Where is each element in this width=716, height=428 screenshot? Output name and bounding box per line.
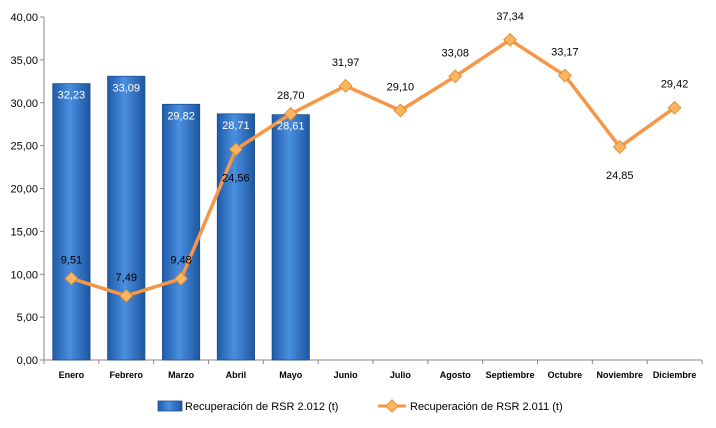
x-tick-label: Diciembre: [653, 370, 697, 380]
line-value-label: 37,34: [496, 11, 524, 23]
bar-value-label: 32,23: [58, 90, 86, 102]
y-tick-label: 15,00: [10, 226, 38, 238]
bar-value-label: 28,61: [277, 121, 305, 133]
line-point-junio: [338, 78, 353, 93]
y-tick-label: 30,00: [10, 98, 38, 110]
bar-value-label: 33,09: [112, 82, 140, 94]
data-labels: 32,23 33,09 29,82 28,71 28,61 9,51 7,49 9,48 24,…: [58, 11, 689, 284]
x-tick-label: Febrero: [109, 370, 143, 380]
line-point-marzo: [174, 271, 189, 286]
y-tick-label: 20,00: [10, 184, 38, 196]
bar-mayo: [271, 114, 310, 361]
line-point-mayo: [283, 106, 298, 121]
legend-label-2011: Recuperación de RSR 2.011 (t): [410, 401, 563, 413]
y-tick-label: 40,00: [10, 12, 38, 24]
line-value-label: 9,48: [170, 255, 191, 267]
x-tick-label: Enero: [59, 370, 85, 380]
y-tick-label: 0,00: [17, 355, 38, 367]
x-tick-label: Mayo: [279, 370, 303, 380]
y-axis: 0,00 5,00 10,00 15,00 20,00 25,00 30,00 35,00 40…: [10, 12, 45, 367]
line-value-label: 9,51: [61, 254, 82, 266]
line-point-octubre: [557, 68, 572, 83]
y-tick-label: 5,00: [17, 312, 38, 324]
legend-label-2012: Recuperación de RSR 2.012 (t): [185, 401, 338, 413]
line-point-febrero: [119, 288, 134, 303]
bar-series: [52, 75, 310, 361]
line-value-label: 7,49: [116, 272, 137, 284]
legend-swatch-2012: [157, 400, 183, 412]
line-point-julio: [393, 103, 408, 118]
legend: Recuperación de RSR 2.012 (t) Recuperaci…: [157, 399, 563, 413]
line-series: [64, 32, 682, 303]
line-point-abril: [228, 142, 243, 157]
x-axis: Enero Febrero Marzo Abril Mayo Junio Julio Agos…: [43, 359, 703, 380]
y-tick-label: 35,00: [10, 55, 38, 67]
line-value-label: 33,08: [441, 47, 469, 59]
y-tick-label: 25,00: [10, 141, 38, 153]
x-tick-label: Marzo: [168, 370, 195, 380]
line-value-label: 33,17: [551, 47, 579, 59]
bar-febrero: [107, 75, 146, 361]
line-point-enero: [64, 271, 79, 286]
line-point-agosto: [448, 69, 463, 84]
line-value-label: 29,42: [661, 79, 689, 91]
x-tick-label: Septiembre: [486, 370, 535, 380]
x-tick-label: Noviembre: [596, 370, 643, 380]
x-tick-label: Junio: [334, 370, 359, 380]
bar-value-label: 29,82: [167, 110, 195, 122]
line-point-noviembre: [612, 139, 627, 154]
x-tick-label: Abril: [226, 370, 247, 380]
legend-marker-2011: [385, 399, 399, 413]
line-value-label: 28,70: [277, 90, 305, 102]
x-tick-label: Agosto: [440, 370, 471, 380]
line-point-septiembre: [503, 32, 518, 47]
line-value-label: 29,10: [387, 81, 415, 93]
line-value-label: 24,56: [222, 172, 250, 184]
bar-marzo: [162, 103, 201, 361]
bar-value-label: 28,71: [222, 120, 250, 132]
x-tick-label: Octubre: [548, 370, 583, 380]
y-tick-label: 10,00: [10, 269, 38, 281]
line-value-label: 24,85: [606, 170, 634, 182]
x-tick-label: Julio: [390, 370, 412, 380]
bar-enero: [52, 83, 91, 361]
line-value-label: 31,97: [332, 57, 360, 69]
line-point-diciembre: [667, 100, 682, 115]
line-path: [70, 38, 676, 298]
